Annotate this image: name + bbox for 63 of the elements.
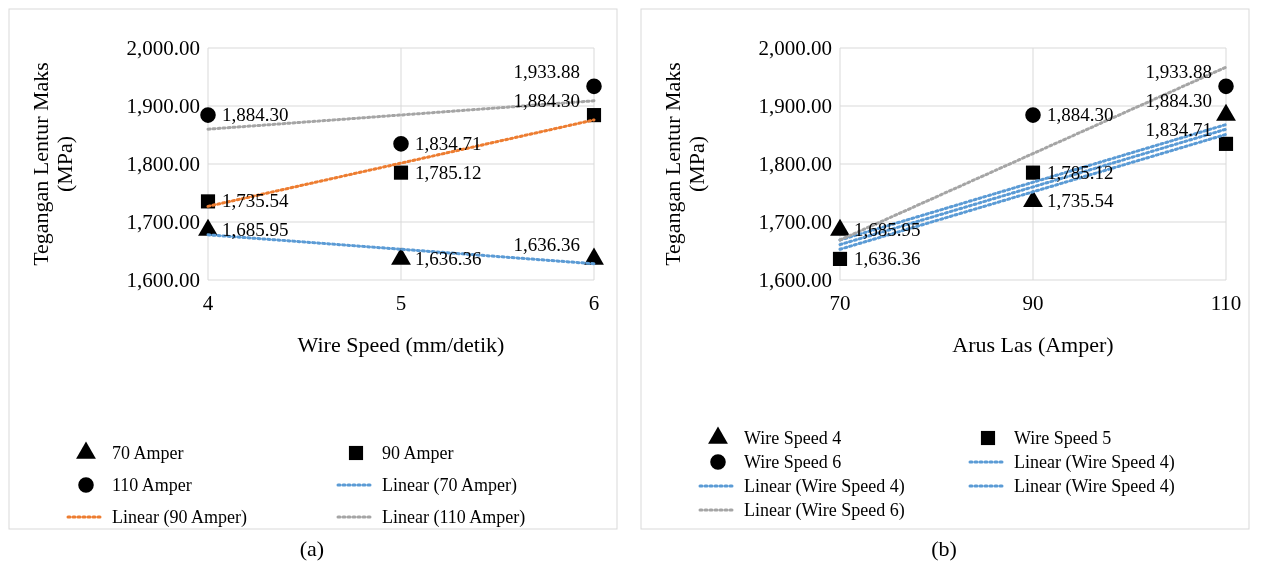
legend-label: Linear (Wire Speed 4) [1014, 452, 1175, 473]
data-label: 1,735.54 [222, 190, 289, 212]
text: (a) [299, 536, 325, 561]
y-axis-title: Tegangan Lentur Maks (MPa) [28, 62, 77, 266]
data-label: 1,933.88 [1145, 61, 1212, 83]
x-tick-label: 4 [202, 291, 214, 315]
x-tick-label: 6 [588, 291, 600, 315]
y-tick-label: 1,900.00 [126, 94, 200, 118]
x-tick-label: 90 [1022, 291, 1044, 315]
point [393, 136, 409, 152]
data-label: 1,685.95 [854, 219, 921, 241]
legend-label: Linear (110 Amper) [382, 507, 526, 528]
point [832, 251, 848, 266]
data-label: 1,636.36 [415, 247, 482, 269]
data-label: 1,834.71 [415, 132, 482, 154]
data-label: 1,636.36 [513, 233, 580, 255]
legend-label: Linear (Wire Speed 4) [1014, 476, 1175, 497]
data-label: 1,884.30 [1047, 104, 1114, 126]
point [393, 165, 409, 180]
data-label: 1,834.71 [1145, 118, 1212, 140]
point [1218, 136, 1234, 151]
x-axis-title: Arus Las (Amper) [952, 332, 1114, 357]
point [391, 247, 411, 265]
y-tick-label: 1,700.00 [758, 210, 832, 234]
data-label: 1,685.95 [222, 219, 289, 241]
legend-label: Linear (Wire Speed 6) [744, 500, 905, 521]
y-tick-label: 1,600.00 [758, 268, 832, 292]
data-label: 1,785.12 [415, 161, 482, 183]
x-axis-title: Wire Speed (mm/detik) [297, 332, 505, 357]
y-axis-title: Tegangan Lentur Maks (MPa) [660, 62, 709, 266]
x-tick-label: 110 [1210, 291, 1242, 315]
y-tick-label: 1,800.00 [758, 152, 832, 176]
legend-label: Linear (90 Amper) [112, 507, 247, 528]
y-tick-label: 2,000.00 [126, 36, 200, 60]
legend-label: Linear (Wire Speed 4) [744, 476, 905, 497]
y-tick-label: 1,900.00 [758, 94, 832, 118]
point [586, 78, 602, 95]
legend-label: Wire Speed 6 [744, 452, 842, 472]
data-label: 1,785.12 [1047, 161, 1114, 183]
y-tick-label: 2,000.00 [758, 36, 832, 60]
data-label: 1,933.88 [513, 61, 580, 83]
data-label: 1,884.30 [1145, 90, 1212, 112]
legend-label: 110 Amper [112, 475, 192, 495]
y-tick-label: 1,600.00 [126, 268, 200, 292]
point [1218, 78, 1234, 95]
y-tick-label: 1,700.00 [126, 210, 200, 234]
point [1025, 107, 1041, 123]
x-tick-label: 70 [829, 291, 851, 315]
point [1025, 165, 1041, 180]
y-tick-label: 1,800.00 [126, 152, 200, 176]
text: (b) [931, 536, 957, 561]
legend-label: Wire Speed 5 [1014, 428, 1112, 448]
data-label: 1,884.30 [513, 90, 580, 112]
data-label: 1,735.54 [1047, 190, 1114, 212]
legend-label: 70 Amper [112, 443, 184, 463]
point [830, 218, 850, 236]
x-tick-label: 5 [395, 291, 407, 315]
legend-label: Linear (70 Amper) [382, 475, 517, 496]
data-label: 1,884.30 [222, 104, 289, 126]
legend-label: 90 Amper [382, 443, 454, 463]
legend-label: Wire Speed 4 [744, 428, 842, 448]
point [200, 107, 216, 123]
data-label: 1,636.36 [854, 247, 921, 269]
